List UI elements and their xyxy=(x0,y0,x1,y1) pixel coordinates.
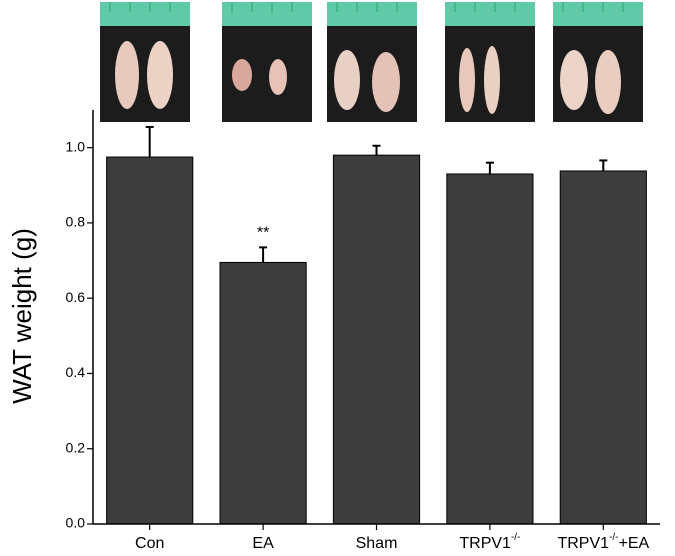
y-tick-label: 0.2 xyxy=(66,439,86,455)
bar xyxy=(332,154,421,525)
bar xyxy=(106,156,194,525)
significance-mark: ** xyxy=(257,225,269,242)
tissue-photos xyxy=(99,1,644,123)
bar xyxy=(446,173,534,525)
x-tick-label: Con xyxy=(135,535,164,552)
error-bar xyxy=(599,159,608,171)
y-tick-label: 0.0 xyxy=(66,515,86,531)
y-tick-label: 0.6 xyxy=(66,289,86,305)
bar xyxy=(219,261,307,525)
error-bar xyxy=(372,144,381,156)
y-axis-label: WAT weight (g) xyxy=(7,228,37,404)
x-tick-label: TRPV1-/-+EA xyxy=(557,532,649,553)
x-tick-label: Sham xyxy=(356,535,398,552)
y-tick-label: 0.8 xyxy=(66,214,86,230)
bar xyxy=(559,170,647,525)
x-tick-label: TRPV1-/- xyxy=(459,532,520,553)
x-tick-label: EA xyxy=(252,535,274,552)
error-bar xyxy=(485,161,494,174)
y-tick-label: 0.4 xyxy=(66,364,86,380)
error-bar xyxy=(259,246,268,263)
error-bar xyxy=(145,125,154,158)
y-tick-label: 1.0 xyxy=(66,138,86,154)
